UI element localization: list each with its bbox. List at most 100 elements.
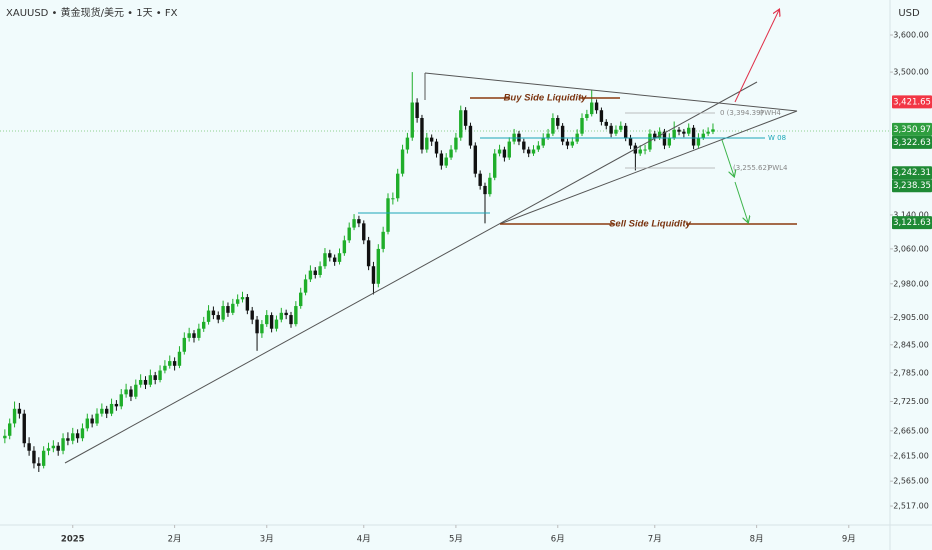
candle-body xyxy=(342,240,347,254)
candle-body xyxy=(551,117,555,134)
candle-body xyxy=(531,149,536,154)
candle-body xyxy=(260,324,264,334)
x-tick-label: 5月 xyxy=(449,535,463,545)
candle-body xyxy=(124,389,128,395)
candle-body xyxy=(381,231,385,249)
candle-body xyxy=(134,384,138,397)
y-tick-label: 2,565.00 xyxy=(893,477,929,486)
candle-body xyxy=(46,448,51,451)
candle-body xyxy=(323,253,327,267)
candle-body xyxy=(570,141,575,146)
candle-body xyxy=(560,125,565,142)
candle-body xyxy=(90,418,94,424)
candle-body xyxy=(488,177,492,195)
candle-body xyxy=(444,157,448,166)
candle-body xyxy=(701,133,705,138)
candle-body xyxy=(56,445,60,451)
candle-body xyxy=(366,240,371,267)
candle-body xyxy=(556,117,560,126)
candle-body xyxy=(318,266,322,275)
candle-body xyxy=(148,375,153,385)
candle-body xyxy=(400,149,405,174)
candle-body xyxy=(429,137,434,142)
arrow-down xyxy=(734,181,748,222)
candle-body xyxy=(3,435,7,439)
y-tick-label: 2,725.00 xyxy=(893,397,929,406)
candle-body xyxy=(434,141,439,154)
trend-line xyxy=(64,81,758,464)
candle-body xyxy=(473,145,478,174)
candle-body xyxy=(628,137,633,146)
price-label: 3,421.65 xyxy=(893,97,931,107)
candle-body xyxy=(536,145,541,150)
candle-body xyxy=(459,110,463,138)
candle-body xyxy=(609,125,613,134)
candle-body xyxy=(415,102,419,118)
candle-body xyxy=(177,351,182,366)
candle-body xyxy=(12,408,17,424)
candle-body xyxy=(638,149,642,154)
annotation: W 08 xyxy=(768,134,786,142)
candle-body xyxy=(245,297,250,311)
candle-body xyxy=(202,321,206,329)
candle-body xyxy=(614,129,618,134)
candle-body xyxy=(294,306,298,325)
x-tick-label: 6月 xyxy=(551,535,565,545)
candle-body xyxy=(599,110,604,122)
candle-body xyxy=(454,137,458,150)
candle-body xyxy=(691,127,696,146)
candle-body xyxy=(687,127,691,134)
candle-body xyxy=(27,443,31,451)
candle-body xyxy=(274,319,279,329)
candle-body xyxy=(279,312,284,320)
candle-body xyxy=(682,131,686,134)
candle-body xyxy=(337,253,342,262)
candle-body xyxy=(211,310,216,316)
y-tick-label: 3,060.00 xyxy=(893,244,929,253)
candle-body xyxy=(85,418,90,429)
candle-body xyxy=(396,173,400,199)
candle-body xyxy=(439,153,444,166)
y-tick-label: 2,980.00 xyxy=(893,279,929,288)
candle-body xyxy=(168,361,172,366)
candle-body xyxy=(129,389,133,397)
price-label-bg xyxy=(892,135,932,149)
candle-body xyxy=(187,333,191,338)
y-axis-label: USD xyxy=(898,8,920,19)
candle-body xyxy=(182,337,187,352)
candle-body xyxy=(619,125,623,130)
candle-body xyxy=(662,131,667,146)
x-tick-label: 2月 xyxy=(168,535,182,545)
candle-body xyxy=(163,365,167,371)
candle-body xyxy=(66,438,70,441)
annotation: Sell Side Liquidity xyxy=(609,219,692,230)
candle-body xyxy=(138,379,143,385)
candle-body xyxy=(75,433,80,439)
price-label: 3,238.35 xyxy=(893,181,931,191)
candle-body xyxy=(269,315,274,329)
candle-body xyxy=(643,149,647,151)
candle-body xyxy=(594,102,599,111)
annotation: (3,255.62) xyxy=(733,164,770,172)
candle-body xyxy=(468,125,473,146)
candle-body xyxy=(590,102,594,115)
candle-body xyxy=(235,299,240,304)
candle-body xyxy=(206,310,211,322)
price-label-bg xyxy=(892,166,932,180)
candle-body xyxy=(565,141,570,146)
candle-body xyxy=(221,306,225,320)
candle-body xyxy=(216,315,220,320)
candle-body xyxy=(265,315,269,325)
candle-body xyxy=(711,129,715,132)
candle-body xyxy=(37,463,41,466)
candle-body xyxy=(623,125,628,138)
candle-body xyxy=(376,248,381,284)
price-label-bg xyxy=(892,95,932,109)
candle-body xyxy=(405,137,410,150)
candle-body xyxy=(362,223,366,241)
y-tick-label: 2,905.00 xyxy=(893,313,929,322)
candle-body xyxy=(61,438,65,451)
candle-body xyxy=(371,266,376,284)
candle-body xyxy=(240,297,245,300)
candle-body xyxy=(17,408,22,414)
